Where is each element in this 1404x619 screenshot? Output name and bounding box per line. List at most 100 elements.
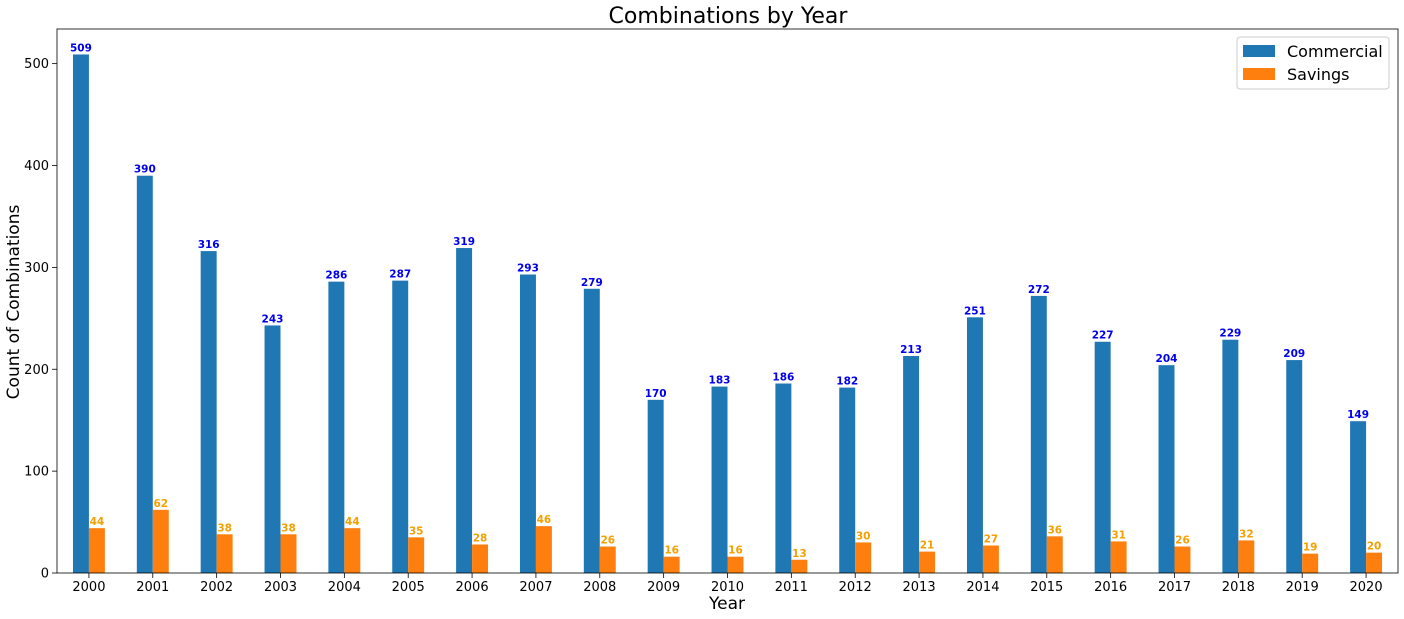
x-axis-label: Year: [708, 594, 745, 614]
data-label-savings-2001: 62: [153, 498, 168, 510]
x-tick-label-2005: 2005: [392, 580, 425, 595]
data-label-savings-2015: 36: [1047, 524, 1062, 536]
y-tick-label-400: 400: [24, 159, 49, 174]
data-label-commercial-2015: 272: [1028, 284, 1050, 296]
bar-commercial-2005: [392, 280, 409, 573]
data-label-savings-2020: 20: [1367, 541, 1382, 553]
data-label-savings-2010: 16: [728, 545, 743, 557]
bar-commercial-2010: [711, 386, 728, 573]
y-axis-label: Count of Combinations: [4, 205, 24, 400]
legend: Commercial Savings: [1236, 36, 1390, 90]
x-tick-label-2017: 2017: [1158, 580, 1191, 595]
x-tick-label-2004: 2004: [328, 580, 361, 595]
data-label-savings-2009: 16: [664, 545, 679, 557]
data-label-savings-2004: 44: [345, 516, 360, 528]
x-tick-label-2014: 2014: [966, 580, 999, 595]
bar-commercial-2012: [839, 387, 856, 573]
legend-label-commercial: Commercial: [1287, 42, 1383, 61]
data-label-commercial-2003: 243: [262, 313, 284, 325]
y-tick-label-500: 500: [24, 57, 49, 72]
data-label-savings-2012: 30: [856, 530, 871, 542]
x-tick-label-2003: 2003: [264, 580, 297, 595]
data-label-commercial-2013: 213: [900, 344, 922, 356]
bar-savings-2012: [855, 542, 872, 573]
bar-savings-2004: [344, 528, 361, 573]
plot-area: 509 44 390 62 316 38 243 38 286 44 287 35 319 28 293 46…: [24, 28, 1399, 595]
bar-commercial-2015: [1030, 295, 1047, 573]
y-tick-label-200: 200: [24, 363, 49, 378]
bar-savings-2006: [472, 544, 489, 573]
x-tick-label-2015: 2015: [1030, 580, 1063, 595]
bar-savings-2013: [919, 551, 936, 573]
bar-savings-2003: [280, 534, 297, 573]
bar-commercial-2007: [519, 274, 536, 573]
data-label-savings-2019: 19: [1303, 542, 1318, 554]
data-label-commercial-2018: 229: [1219, 328, 1241, 340]
data-label-savings-2017: 26: [1175, 535, 1190, 547]
bar-savings-2018: [1238, 540, 1255, 573]
bar-savings-2008: [599, 546, 616, 573]
data-label-savings-2005: 35: [409, 525, 424, 537]
bar-commercial-2003: [264, 325, 281, 573]
bar-commercial-2017: [1158, 365, 1175, 573]
y-tick-label-300: 300: [24, 261, 49, 276]
x-tick-label-2016: 2016: [1094, 580, 1127, 595]
bar-commercial-2019: [1286, 360, 1303, 573]
data-label-commercial-2005: 287: [389, 269, 411, 281]
data-label-commercial-2000: 509: [70, 42, 92, 54]
bar-savings-2001: [152, 509, 169, 573]
data-label-savings-2011: 13: [792, 548, 807, 560]
data-label-commercial-2017: 204: [1156, 353, 1178, 365]
bar-commercial-2013: [903, 356, 920, 573]
bar-commercial-2001: [136, 175, 153, 573]
x-tick-label-2011: 2011: [775, 580, 808, 595]
x-tick-label-2013: 2013: [903, 580, 936, 595]
data-label-commercial-2014: 251: [964, 305, 986, 317]
x-tick-label-2010: 2010: [711, 580, 744, 595]
bar-savings-2016: [1110, 541, 1127, 573]
data-label-commercial-2007: 293: [517, 263, 539, 275]
bar-savings-2007: [535, 526, 552, 573]
bar-commercial-2000: [72, 54, 89, 574]
bar-savings-2010: [727, 556, 744, 573]
bar-savings-2002: [216, 534, 233, 573]
data-label-savings-2006: 28: [473, 532, 488, 544]
data-label-commercial-2012: 182: [836, 376, 858, 388]
x-tick-label-2012: 2012: [839, 580, 872, 595]
bar-commercial-2008: [583, 288, 600, 573]
bar-commercial-2004: [328, 281, 345, 573]
x-tick-label-2000: 2000: [72, 580, 105, 595]
x-tick-label-2001: 2001: [136, 580, 169, 595]
data-label-savings-2014: 27: [984, 533, 999, 545]
bar-savings-2019: [1302, 553, 1319, 573]
bar-savings-2009: [663, 556, 680, 573]
data-label-savings-2002: 38: [217, 522, 232, 534]
bar-savings-2005: [408, 537, 425, 573]
bar-savings-2020: [1366, 552, 1383, 573]
data-label-commercial-2001: 390: [134, 164, 156, 176]
data-label-savings-2003: 38: [281, 522, 296, 534]
bar-commercial-2016: [1094, 341, 1111, 573]
data-label-commercial-2011: 186: [772, 372, 794, 384]
data-label-savings-2013: 21: [920, 540, 935, 552]
x-tick-label-2008: 2008: [583, 580, 616, 595]
y-tick-label-100: 100: [24, 465, 49, 480]
data-label-commercial-2006: 319: [453, 236, 475, 248]
data-label-commercial-2002: 316: [198, 239, 220, 251]
data-label-commercial-2004: 286: [325, 270, 347, 282]
bar-commercial-2002: [200, 251, 217, 573]
data-label-savings-2018: 32: [1239, 528, 1254, 540]
legend-swatch-commercial: [1243, 45, 1275, 57]
x-tick-label-2018: 2018: [1222, 580, 1255, 595]
x-tick-label-2020: 2020: [1350, 580, 1383, 595]
bar-commercial-2014: [966, 317, 983, 573]
bar-savings-2000: [88, 528, 105, 573]
bar-commercial-2020: [1350, 421, 1367, 573]
bar-commercial-2011: [775, 383, 792, 573]
data-label-savings-2000: 44: [90, 516, 105, 528]
x-tick-label-2007: 2007: [519, 580, 552, 595]
data-label-commercial-2010: 183: [709, 375, 731, 387]
data-label-savings-2016: 31: [1111, 529, 1126, 541]
x-tick-label-2009: 2009: [647, 580, 680, 595]
